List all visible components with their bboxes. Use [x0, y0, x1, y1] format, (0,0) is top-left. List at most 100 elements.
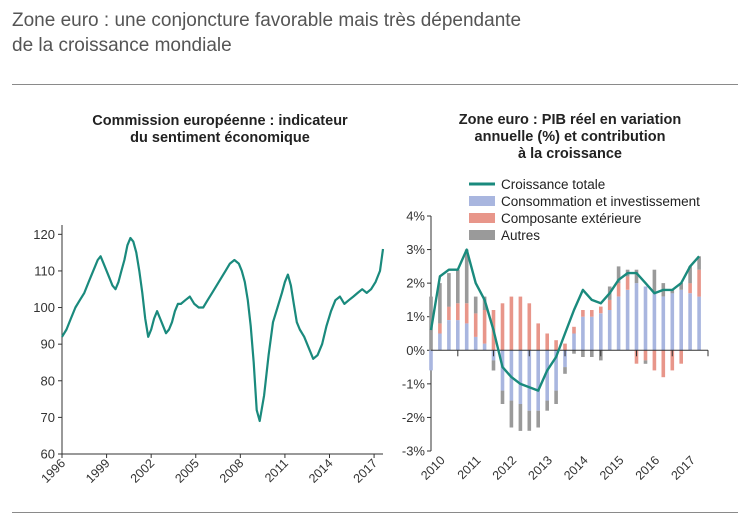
bar-exterieure: [607, 299, 612, 310]
left-chart-title: Commission européenne : indicateur du se…: [40, 113, 400, 147]
x-tick-label: 2014: [561, 453, 591, 483]
y-tick-label: 60: [41, 447, 55, 462]
bar-exterieure: [652, 350, 657, 371]
bar-exterieure: [456, 303, 460, 321]
legend-label-consommation: Consommation et investissement: [501, 194, 700, 209]
x-tick-label: 2013: [526, 453, 556, 483]
bar-consommation: [500, 350, 505, 391]
bar-autres: [652, 269, 657, 294]
bar-consommation: [670, 293, 675, 351]
right-chart-title-line3: à la croissance: [518, 146, 622, 162]
bar-exterieure: [643, 350, 648, 361]
bar-exterieure: [473, 313, 478, 337]
bar-consommation: [599, 313, 603, 351]
bar-autres: [616, 266, 621, 284]
top-rule: [12, 84, 738, 85]
bar-exterieure: [536, 323, 540, 351]
y-tick-label: 70: [41, 410, 55, 425]
legend-label-total: Croissance totale: [501, 177, 605, 192]
bar-consommation: [572, 333, 576, 351]
bar-exterieure: [616, 283, 621, 297]
bar-exterieure: [545, 333, 549, 351]
bar-consommation: [456, 320, 460, 351]
bar-exterieure: [464, 303, 469, 324]
right-chart-title-line2: annuelle (%) et contribution: [474, 129, 666, 145]
bar-exterieure: [670, 350, 675, 371]
left-chart-title-line2: du sentiment économique: [130, 130, 310, 146]
bar-consommation: [661, 296, 666, 351]
bar-consommation: [438, 333, 442, 351]
bar-autres: [643, 360, 648, 364]
sentiment-line: [61, 236, 385, 423]
bar-exterieure: [518, 296, 523, 351]
bar-autres: [670, 289, 675, 294]
bar-consommation: [581, 316, 585, 351]
bar-exterieure: [599, 306, 603, 314]
bar-autres: [527, 410, 532, 431]
y-tick-label: 80: [41, 373, 55, 388]
bar-consommation: [590, 316, 594, 351]
bar-consommation: [634, 283, 639, 351]
bar-autres: [456, 269, 460, 304]
page-title-line1: Zone euro : une conjoncture favorable ma…: [12, 10, 522, 31]
bar-exterieure: [554, 340, 558, 351]
y-tick-label: 4%: [406, 209, 425, 224]
legend-swatch-consommation: [469, 196, 495, 206]
bar-autres: [518, 404, 523, 431]
bar-consommation: [563, 350, 567, 368]
legend-label-autres: Autres: [501, 228, 540, 243]
left-chart-title-line1: Commission européenne : indicateur: [92, 113, 348, 129]
legend-swatch-exterieure: [469, 213, 495, 223]
x-tick-label: 2015: [597, 453, 627, 483]
legend-label-exterieure: Composante extérieure: [501, 211, 641, 226]
bar-consommation: [625, 289, 630, 351]
bar-consommation: [473, 336, 478, 351]
bar-consommation: [536, 350, 540, 411]
bar-autres: [509, 400, 514, 428]
bar-exterieure: [482, 310, 487, 344]
bar-exterieure: [572, 326, 576, 334]
bar-exterieure: [438, 323, 442, 334]
bar-exterieure: [688, 283, 692, 294]
bar-consommation: [688, 293, 692, 351]
bar-consommation: [527, 350, 532, 411]
y-tick-label: -2%: [402, 410, 426, 425]
bar-consommation: [679, 289, 683, 351]
bar-autres: [447, 273, 451, 307]
right-chart-title-line1: Zone euro : PIB réel en variation: [458, 112, 682, 128]
bar-consommation: [545, 350, 549, 401]
y-tick-label: -3%: [402, 444, 426, 459]
bar-autres: [545, 400, 549, 411]
bar-autres: [491, 360, 496, 371]
bar-exterieure: [697, 269, 701, 297]
bar-exterieure: [661, 350, 666, 378]
bar-exterieure: [625, 276, 630, 290]
bar-exterieure: [590, 310, 594, 317]
bar-autres: [536, 410, 540, 428]
bar-consommation: [482, 343, 487, 351]
bar-exterieure: [500, 303, 505, 351]
bar-autres: [697, 256, 701, 270]
y-tick-label: 100: [33, 300, 55, 315]
bar-consommation: [607, 310, 612, 351]
y-tick-label: 0%: [406, 343, 425, 358]
bar-consommation: [652, 293, 657, 351]
y-tick-label: -1%: [402, 376, 426, 391]
bar-autres: [634, 269, 639, 284]
y-tick-label: 110: [34, 263, 55, 278]
bar-exterieure: [563, 343, 567, 351]
bar-autres: [464, 249, 469, 304]
bar-autres: [581, 350, 585, 357]
bar-exterieure: [634, 350, 639, 364]
bottom-rule: [12, 512, 738, 513]
y-tick-label: 90: [41, 337, 55, 352]
bar-consommation: [447, 320, 451, 351]
y-tick-label: 1%: [406, 309, 425, 324]
bar-exterieure: [447, 306, 451, 320]
bar-autres: [590, 350, 594, 357]
bar-consommation: [518, 350, 523, 404]
bar-autres: [473, 296, 478, 314]
bar-consommation: [429, 350, 433, 371]
